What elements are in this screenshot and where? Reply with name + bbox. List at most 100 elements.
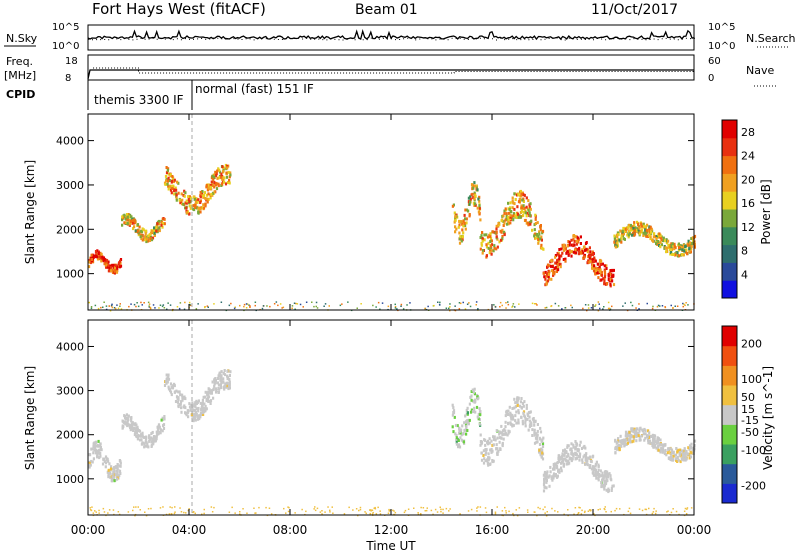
echo-cell [623,438,626,442]
echo-cell [162,427,166,430]
echo-cell [556,262,559,266]
echo-cell [413,507,415,509]
echo-cell [394,303,396,306]
echo-cell [133,225,136,229]
echo-cell [678,246,681,250]
echo-cell [659,438,662,442]
echo-cell [214,387,217,391]
echo-cell [470,183,474,187]
echo-cell [464,217,467,221]
colorbar-segment [722,244,737,263]
echo-cell [657,304,660,307]
echo-cell [420,506,422,509]
echo-cell [531,428,534,432]
echo-cell [171,506,173,509]
echo-cell [494,306,497,308]
echo-cell [149,306,152,309]
echo-cell [541,445,545,448]
echo-cell [109,467,113,471]
echo-cell [111,306,114,309]
echo-cell [169,382,173,386]
echo-cell [509,422,512,426]
echo-cell [621,232,624,236]
echo-cell [594,305,596,307]
echo-cell [510,214,513,218]
echo-cell [471,410,475,414]
echo-cell [597,309,600,312]
echo-cell [528,211,531,215]
echo-cell [533,433,536,437]
echo-cell [394,511,397,514]
echo-cell [629,512,632,515]
echo-cell [343,513,346,515]
echo-cell [457,443,461,447]
echo-cell [566,444,569,448]
echo-cell [332,512,334,514]
echo-cell [462,301,464,304]
echo-cell [231,506,233,509]
echo-cell [202,395,205,399]
echo-cell [480,243,483,247]
echo-cell [208,183,211,187]
echo-cell [473,400,477,404]
echo-cell [387,512,390,514]
echo-cell [512,212,515,216]
echo-cell [228,380,231,384]
x-tick-label: 00:00 [71,523,106,537]
echo-cell [682,243,685,247]
echo-cell [109,310,112,312]
echo-cell [213,303,215,305]
echo-cell [584,454,587,458]
echo-cell [178,198,181,202]
echo-cell [224,382,227,386]
echo-cell [575,456,579,460]
echo-cell [489,240,492,243]
echo-cell [197,198,200,202]
echo-cell [545,472,548,476]
echo-cell [585,241,588,244]
echo-cell [219,386,222,390]
echo-cell [635,229,639,232]
echo-cell [550,305,552,308]
echo-cell [563,248,566,252]
echo-cell [553,466,556,470]
echo-cell [173,384,176,388]
echo-cell [164,174,168,178]
echo-cell [671,242,674,246]
echo-cell [188,301,191,304]
echo-cell [529,214,532,217]
echo-cell [396,308,398,310]
echo-cell [655,242,658,246]
echo-cell [150,440,153,444]
echo-cell [621,229,624,233]
echo-cell [513,397,516,401]
echo-cell [117,307,120,310]
echo-cell [495,429,498,433]
echo-cell [588,509,591,511]
echo-cell [107,473,110,477]
echo-cell [508,430,511,434]
echo-cell [293,302,296,304]
echo-cell [512,423,515,427]
echo-cell [207,395,211,399]
echo-cell [224,384,227,388]
echo-cell [471,399,475,403]
echo-cell [119,305,121,307]
echo-cell [478,199,481,203]
echo-cell [154,307,156,309]
echo-cell [462,432,465,435]
echo-cell [580,513,583,515]
echo-cell [601,471,604,475]
echo-cell [622,237,625,241]
echo-cell [144,511,146,513]
echo-cell [109,269,113,273]
echo-cell [331,506,333,508]
echo-cell [591,266,594,270]
echo-cell [213,378,216,382]
echo-cell [201,513,203,515]
echo-cell [107,512,109,514]
echo-cell [228,175,231,179]
echo-cell [542,508,544,511]
echo-cell [458,431,461,435]
echo-cell [594,464,597,468]
